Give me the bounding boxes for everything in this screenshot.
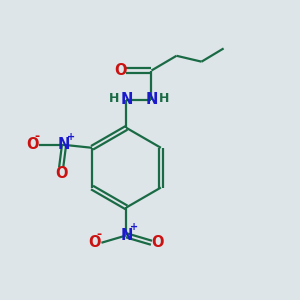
- Text: -: -: [34, 130, 39, 143]
- Text: H: H: [159, 92, 169, 105]
- Text: +: +: [130, 222, 138, 232]
- Text: O: O: [55, 166, 68, 181]
- Text: O: O: [26, 137, 39, 152]
- Text: N: N: [120, 228, 133, 243]
- Text: N: N: [145, 92, 158, 107]
- Text: H: H: [109, 92, 119, 105]
- Text: O: O: [152, 235, 164, 250]
- Text: N: N: [120, 92, 133, 107]
- Text: +: +: [67, 132, 76, 142]
- Text: N: N: [58, 137, 70, 152]
- Text: -: -: [97, 228, 102, 241]
- Text: O: O: [114, 63, 127, 78]
- Text: O: O: [89, 235, 101, 250]
